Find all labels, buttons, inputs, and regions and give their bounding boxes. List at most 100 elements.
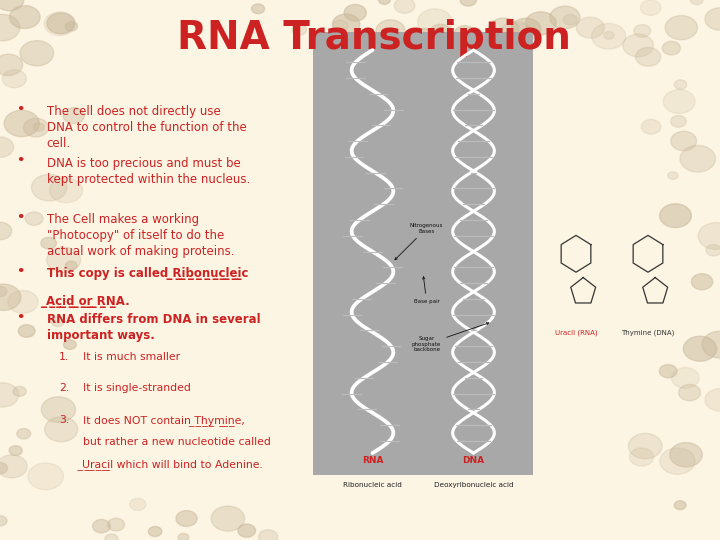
- Circle shape: [33, 123, 44, 131]
- Circle shape: [50, 178, 83, 202]
- Circle shape: [292, 24, 307, 35]
- Circle shape: [604, 31, 614, 39]
- Circle shape: [679, 384, 701, 401]
- Circle shape: [450, 45, 465, 56]
- Circle shape: [63, 340, 76, 349]
- Text: Base pair: Base pair: [414, 277, 439, 304]
- Circle shape: [634, 25, 651, 37]
- Text: •: •: [16, 265, 24, 278]
- Circle shape: [667, 172, 678, 179]
- Circle shape: [18, 325, 35, 338]
- Text: 2.: 2.: [59, 383, 69, 394]
- Circle shape: [345, 48, 379, 73]
- Text: The Cell makes a working
"Photocopy" of itself to do the
actual work of making p: The Cell makes a working "Photocopy" of …: [47, 213, 234, 258]
- Circle shape: [92, 519, 110, 533]
- Text: The cell does not directly use
DNA to control the function of the
cell.: The cell does not directly use DNA to co…: [47, 105, 246, 150]
- Circle shape: [4, 110, 40, 137]
- Circle shape: [460, 0, 477, 6]
- Text: ̲U̲r̲a̲c̲i̲l which will bind to Adenine.: ̲U̲r̲a̲c̲i̲l which will bind to Adenine.: [83, 460, 264, 470]
- Circle shape: [550, 6, 580, 29]
- Text: RNA: RNA: [361, 456, 383, 465]
- Text: •: •: [16, 310, 24, 323]
- Circle shape: [563, 15, 577, 25]
- Circle shape: [329, 45, 364, 71]
- Circle shape: [526, 12, 556, 35]
- Circle shape: [0, 286, 6, 296]
- Circle shape: [0, 516, 7, 526]
- Text: It is single-stranded: It is single-stranded: [83, 383, 191, 394]
- Circle shape: [47, 13, 75, 34]
- Circle shape: [705, 8, 720, 30]
- Circle shape: [238, 524, 256, 537]
- Circle shape: [344, 4, 366, 21]
- Circle shape: [0, 383, 19, 407]
- Circle shape: [20, 40, 53, 66]
- Circle shape: [705, 389, 720, 411]
- Text: Sugar
phosphate
backbone: Sugar phosphate backbone: [412, 322, 489, 353]
- Circle shape: [328, 35, 346, 48]
- Circle shape: [672, 368, 699, 388]
- Bar: [313, 32, 533, 475]
- Circle shape: [318, 39, 342, 58]
- Circle shape: [379, 0, 390, 4]
- Circle shape: [107, 518, 125, 531]
- Text: It does NOT contain ̲T̲h̲y̲m̲i̲n̲e,: It does NOT contain ̲T̲h̲y̲m̲i̲n̲e,: [83, 415, 245, 426]
- Circle shape: [454, 26, 475, 41]
- Circle shape: [0, 284, 21, 310]
- Text: This copy is called ̲R̲i̲b̲o̲n̲u̲c̲l̲e̲i̲c: This copy is called ̲R̲i̲b̲o̲n̲u̲c̲l̲e̲i…: [47, 267, 248, 280]
- Circle shape: [499, 22, 534, 48]
- Circle shape: [395, 0, 415, 14]
- Circle shape: [513, 33, 526, 43]
- Text: •: •: [16, 154, 24, 167]
- Circle shape: [41, 397, 76, 422]
- Circle shape: [41, 237, 56, 249]
- Circle shape: [333, 14, 360, 35]
- Circle shape: [9, 5, 40, 29]
- Circle shape: [23, 118, 48, 137]
- Circle shape: [148, 526, 162, 537]
- Circle shape: [13, 387, 26, 396]
- Text: DNA is too precious and must be
kept protected within the nucleus.: DNA is too precious and must be kept pro…: [47, 157, 250, 186]
- Circle shape: [629, 448, 654, 466]
- Text: 1.: 1.: [59, 352, 69, 362]
- Circle shape: [480, 36, 507, 57]
- Text: Deoxyribonucleic acid: Deoxyribonucleic acid: [433, 482, 513, 488]
- Circle shape: [592, 23, 626, 49]
- Text: Uracil (RNA): Uracil (RNA): [554, 329, 598, 336]
- Circle shape: [17, 429, 31, 439]
- Circle shape: [670, 443, 702, 467]
- Circle shape: [415, 29, 433, 42]
- Circle shape: [662, 41, 680, 55]
- Text: ̲A̲c̲i̲d̲ ̲o̲r̲ ̲R̲N̲A.: ̲A̲c̲i̲d̲ ̲o̲r̲ ̲R̲N̲A.: [47, 295, 130, 308]
- Circle shape: [0, 0, 24, 11]
- Circle shape: [660, 364, 677, 378]
- Circle shape: [690, 0, 703, 5]
- Circle shape: [660, 204, 691, 227]
- Text: Ribonucleic acid: Ribonucleic acid: [343, 482, 402, 488]
- Circle shape: [25, 212, 43, 225]
- Circle shape: [51, 317, 64, 327]
- Circle shape: [418, 9, 452, 35]
- Circle shape: [640, 0, 661, 16]
- Circle shape: [680, 145, 716, 172]
- Text: •: •: [16, 211, 24, 224]
- Circle shape: [0, 455, 27, 478]
- Text: but rather a new nucleotide called: but rather a new nucleotide called: [83, 437, 271, 448]
- Circle shape: [2, 70, 27, 87]
- Text: DNA: DNA: [462, 456, 485, 465]
- Circle shape: [105, 534, 118, 540]
- Text: RNA Transcription: RNA Transcription: [177, 19, 572, 57]
- Circle shape: [176, 510, 197, 526]
- Circle shape: [674, 501, 686, 510]
- Circle shape: [9, 446, 22, 455]
- Circle shape: [66, 261, 77, 270]
- Circle shape: [44, 12, 76, 36]
- Circle shape: [376, 20, 405, 42]
- Circle shape: [665, 16, 698, 40]
- Circle shape: [663, 90, 695, 113]
- Circle shape: [333, 20, 348, 31]
- Text: Thymine (DNA): Thymine (DNA): [621, 329, 675, 336]
- Circle shape: [636, 48, 661, 66]
- Circle shape: [0, 463, 7, 474]
- Circle shape: [642, 119, 661, 134]
